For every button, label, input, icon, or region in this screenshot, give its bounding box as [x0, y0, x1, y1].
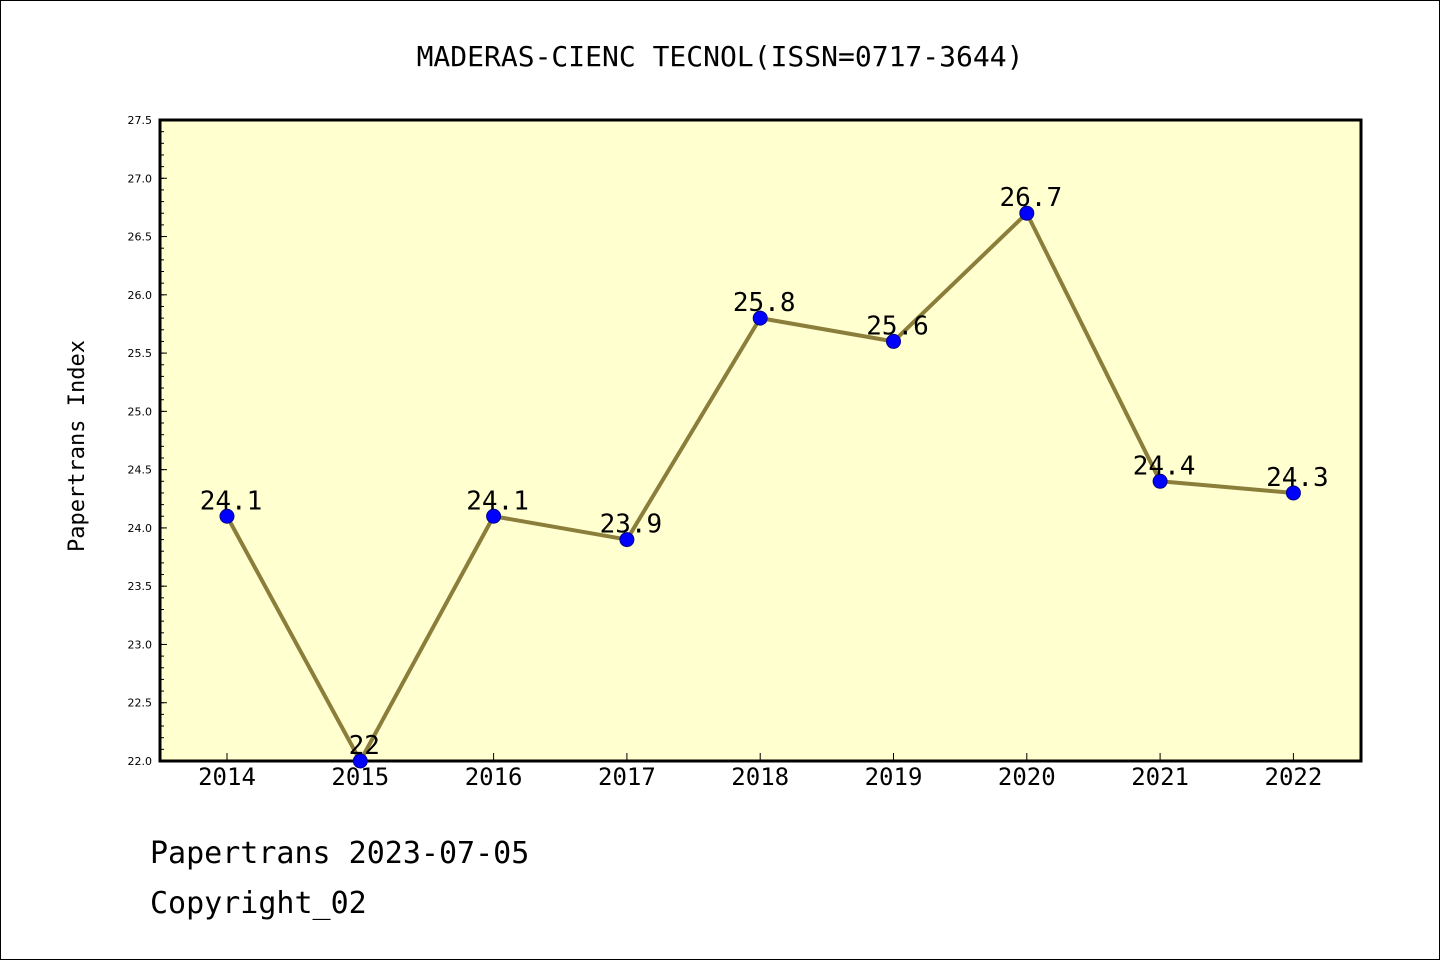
y-tick-label: 26.0	[128, 289, 153, 302]
data-label: 25.8	[733, 288, 796, 318]
series-points	[219, 205, 1301, 769]
y-tick-label: 24.0	[128, 522, 153, 535]
data-label: 25.6	[866, 311, 929, 341]
data-point	[219, 508, 235, 524]
x-axis-ticks: 2014 2015 2016 2017 2018 2019 2020 2021 2022	[198, 753, 1322, 791]
chart-title: MADERAS-CIENC TECNOL(ISSN=0717-3644)	[417, 40, 1024, 73]
y-tick-label: 27.5	[128, 114, 153, 127]
y-tick-label: 24.5	[128, 464, 153, 477]
y-tick-label: 22.5	[128, 697, 153, 710]
x-tick-label: 2021	[1131, 763, 1189, 791]
y-axis-ticks: 22.0 22.5 23.0 23.5 24.0 24.5 25.0 25.5 26.0 26.5…	[128, 114, 167, 768]
data-labels: 24.1 22 24.1 23.9 25.8 25.6 26.7 24.4 24.3	[200, 183, 1329, 761]
y-tick-label: 26.5	[128, 231, 153, 244]
x-tick-label: 2016	[465, 763, 523, 791]
plot-area	[158, 118, 1363, 763]
data-point	[886, 333, 901, 349]
y-tick-label: 25.0	[128, 405, 153, 418]
data-label: 24.1	[466, 486, 529, 516]
x-tick-label: 2014	[198, 763, 256, 791]
data-label: 24.3	[1266, 463, 1329, 493]
data-point	[1285, 485, 1301, 501]
y-tick-label: 25.5	[128, 347, 153, 360]
y-tick-label: 22.0	[128, 755, 153, 768]
data-label: 24.4	[1133, 451, 1196, 481]
x-tick-label: 2020	[998, 763, 1056, 791]
data-point	[486, 508, 502, 524]
y-tick-label: 23.5	[128, 580, 153, 593]
x-tick-label: 2017	[598, 763, 656, 791]
y-axis-label: Papertrans Index	[65, 340, 90, 552]
data-point	[752, 310, 768, 326]
data-point	[619, 532, 635, 548]
x-tick-label: 2022	[1265, 763, 1323, 791]
footer-copyright: Copyright_02	[150, 886, 367, 921]
x-tick-label: 2018	[731, 763, 789, 791]
data-label: 23.9	[600, 510, 663, 540]
x-tick-label: 2019	[865, 763, 923, 791]
data-label: 22	[349, 731, 380, 761]
data-point	[352, 753, 368, 769]
footer-date: Papertrans 2023-07-05	[150, 836, 530, 871]
data-point	[1019, 205, 1035, 221]
data-point	[1152, 473, 1168, 489]
y-tick-label: 23.0	[128, 638, 153, 651]
y-tick-label: 27.0	[128, 172, 153, 185]
data-label: 24.1	[200, 486, 263, 516]
data-label: 26.7	[999, 183, 1062, 213]
